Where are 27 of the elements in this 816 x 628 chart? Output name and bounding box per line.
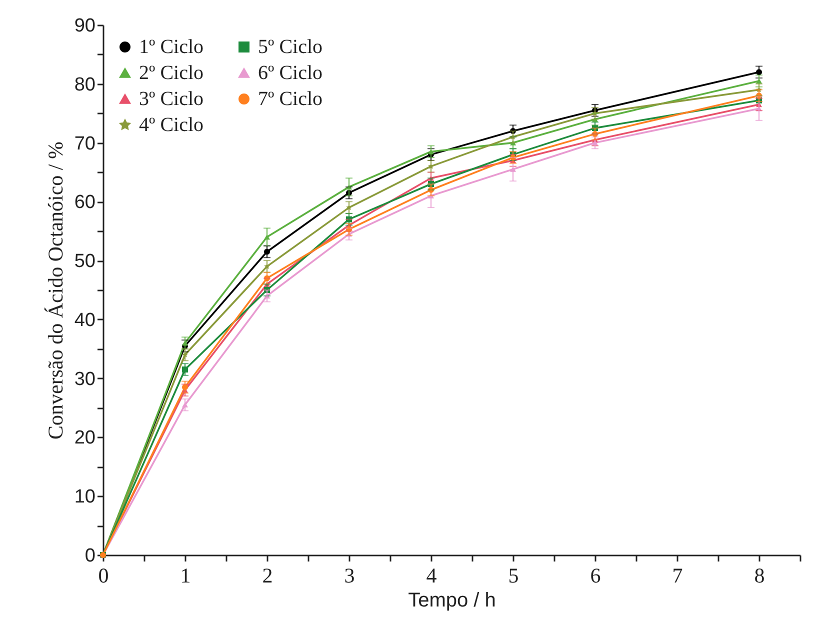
y-tick-label: 0 <box>84 546 96 566</box>
y-tick-label: 90 <box>74 16 96 36</box>
legend-label: 3º Ciclo <box>139 88 204 110</box>
x-tick-label: 2 <box>262 564 273 588</box>
legend-label: 5º Ciclo <box>258 36 323 58</box>
y-tick-label: 50 <box>74 251 96 272</box>
legend-label: 7º Ciclo <box>258 88 323 110</box>
y-axis-title: Conversão do Ácido Octanóico / % <box>43 141 68 440</box>
legend-label: 4º Ciclo <box>139 114 204 136</box>
x-tick-label: 6 <box>590 564 601 588</box>
x-tick-label: 1 <box>180 564 191 588</box>
x-tick-label: 8 <box>754 564 765 588</box>
y-tick-label: 30 <box>74 368 96 390</box>
x-axis-title: Tempo / h <box>408 590 496 612</box>
y-tick-label: 40 <box>74 310 96 331</box>
x-tick-label: 5 <box>508 564 519 588</box>
y-tick-label: 20 <box>74 428 96 449</box>
x-tick-label: 3 <box>344 564 355 588</box>
y-tick-label: 70 <box>74 133 96 154</box>
y-tick-label: 60 <box>74 192 96 214</box>
legend-label: 2º Ciclo <box>139 62 204 84</box>
x-tick-label: 7 <box>672 564 683 588</box>
legend-label: 1º Ciclo <box>139 36 204 58</box>
legend-label: 6º Ciclo <box>258 62 323 84</box>
y-tick-label: 80 <box>74 74 96 96</box>
y-tick-label: 10 <box>74 486 96 508</box>
x-tick-label: 4 <box>426 564 438 588</box>
